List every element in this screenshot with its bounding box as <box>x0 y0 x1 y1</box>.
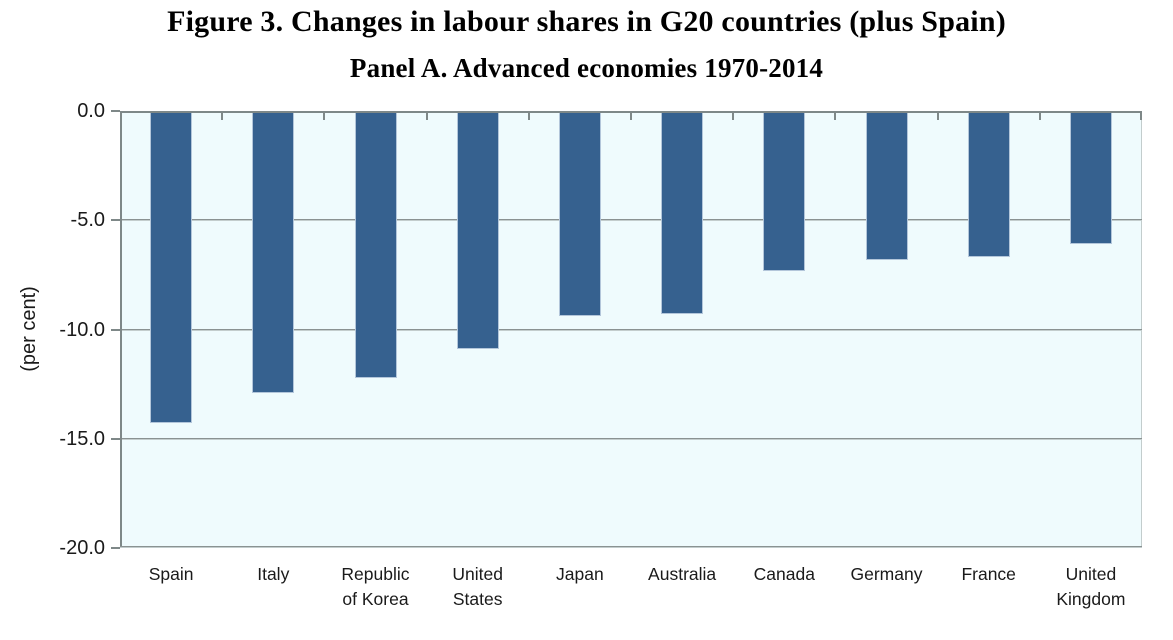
x-label-germany: Germany <box>850 564 923 584</box>
y-tick-label--20-0: -20.0 <box>59 537 105 559</box>
bar-united-kingdom <box>1070 111 1112 244</box>
x-label-france: France <box>961 564 1016 584</box>
y-tick-mark <box>111 110 120 112</box>
y-tick-mark <box>111 547 120 549</box>
category-tick-mark <box>732 113 734 120</box>
y-axis-line <box>120 111 122 548</box>
bar-japan <box>559 111 601 316</box>
category-tick-mark <box>528 113 530 120</box>
x-label-republic-of-korea: Republic of Korea <box>341 564 410 609</box>
bar-france <box>968 111 1010 257</box>
y-tick-mark <box>111 437 120 440</box>
chart-title: Figure 3. Changes in labour shares in G2… <box>167 5 1006 38</box>
x-label-canada: Canada <box>753 564 815 584</box>
y-tick-label-0-0: 0.0 <box>77 100 105 122</box>
category-tick-mark <box>1039 113 1041 120</box>
x-label-spain: Spain <box>148 564 194 584</box>
y-tick-mark <box>111 219 120 222</box>
y-tick-label--15-0: -15.0 <box>59 427 105 450</box>
x-label-japan: Japan <box>556 564 604 584</box>
x-label-italy: Italy <box>257 564 290 584</box>
bar-australia <box>661 111 703 314</box>
bar-united-states <box>457 111 499 349</box>
x-label-australia: Australia <box>648 564 717 584</box>
category-tick-mark <box>630 113 632 120</box>
gridline--15 <box>120 437 1142 440</box>
bar-canada <box>763 111 805 271</box>
plot-border-bottom <box>120 546 1142 548</box>
category-tick-mark <box>323 113 325 120</box>
category-tick-mark <box>1140 113 1142 120</box>
y-tick-label--10-0: -10.0 <box>59 318 105 341</box>
category-tick-mark <box>426 113 428 120</box>
x-label-united-kingdom: United Kingdom <box>1056 564 1126 609</box>
gridline--10 <box>120 328 1142 331</box>
bar-italy <box>252 111 294 393</box>
gridline--5 <box>120 219 1142 222</box>
y-tick-mark <box>111 328 120 331</box>
bar-germany <box>866 111 908 260</box>
chart-subtitle: Panel A. Advanced economies 1970-2014 <box>349 53 824 83</box>
plot-area <box>120 111 1142 548</box>
bar-republic-of-korea <box>355 111 397 378</box>
y-tick-label--5-0: -5.0 <box>70 209 105 232</box>
x-axis-zero-line <box>120 111 1142 113</box>
category-tick-mark <box>937 113 939 120</box>
x-label-united-states: United States <box>452 564 503 609</box>
bar-spain <box>150 111 192 423</box>
category-tick-mark <box>221 113 223 120</box>
category-tick-mark <box>120 113 122 120</box>
category-tick-mark <box>834 113 836 120</box>
